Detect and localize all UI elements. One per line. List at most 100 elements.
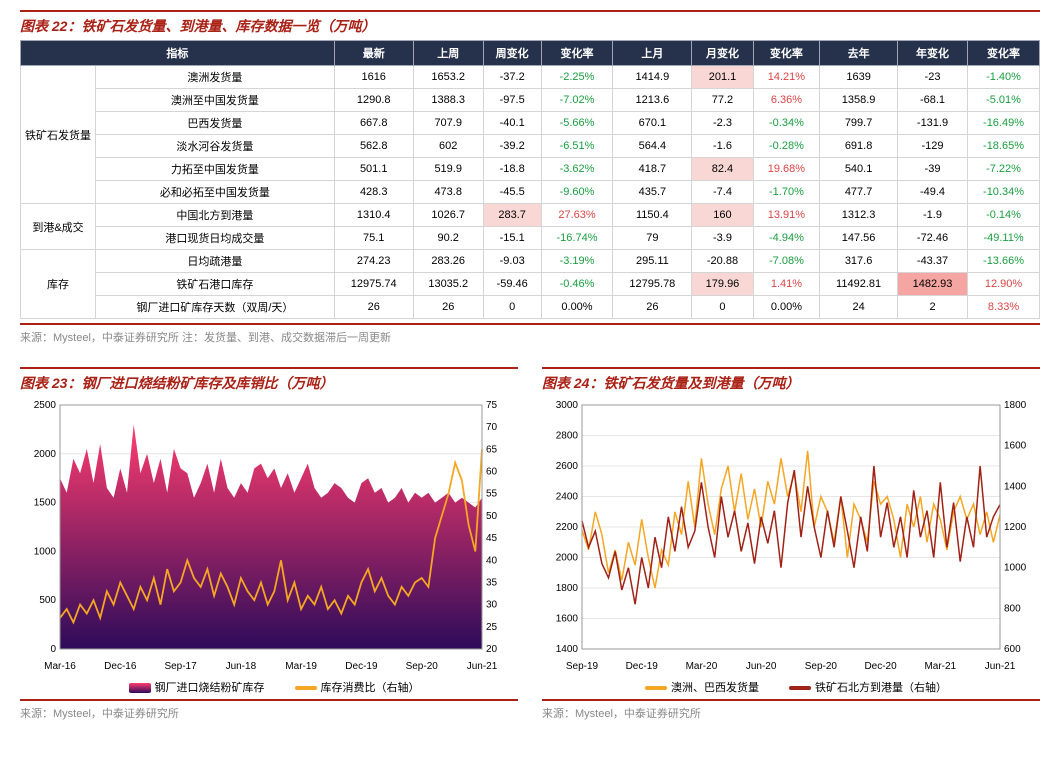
- indicator-cell: 澳洲至中国发货量: [96, 89, 335, 112]
- legend-swatch: [129, 683, 151, 693]
- value-cell: -131.9: [897, 112, 967, 135]
- svg-text:Dec-19: Dec-19: [345, 661, 378, 672]
- value-cell: -3.9: [692, 227, 753, 250]
- svg-text:1200: 1200: [1004, 522, 1027, 533]
- svg-text:40: 40: [486, 555, 498, 566]
- col-header: 变化率: [753, 41, 820, 66]
- row-group: 到港&成交: [21, 204, 96, 250]
- svg-text:Jun-21: Jun-21: [467, 661, 498, 672]
- svg-text:2800: 2800: [556, 431, 579, 442]
- value-cell: 691.8: [820, 135, 898, 158]
- value-cell: -16.49%: [968, 112, 1040, 135]
- value-cell: 667.8: [334, 112, 413, 135]
- value-cell: 1388.3: [413, 89, 483, 112]
- value-cell: 0: [483, 296, 541, 319]
- svg-text:Dec-20: Dec-20: [864, 661, 897, 672]
- svg-text:2200: 2200: [556, 522, 579, 533]
- svg-text:2600: 2600: [556, 461, 579, 472]
- legend-item: 钢厂进口烧结粉矿库存: [119, 682, 265, 694]
- value-cell: 501.1: [334, 158, 413, 181]
- svg-text:30: 30: [486, 600, 498, 611]
- col-header: 变化率: [968, 41, 1040, 66]
- value-cell: 26: [613, 296, 692, 319]
- svg-text:1000: 1000: [1004, 563, 1027, 574]
- value-cell: -39.2: [483, 135, 541, 158]
- value-cell: -45.5: [483, 181, 541, 204]
- table-title: 图表 22：铁矿石发货量、到港量、库存数据一览（万吨）: [20, 10, 1040, 38]
- value-cell: 602: [413, 135, 483, 158]
- chart23-source: 来源：Mysteel，中泰证券研究所: [20, 699, 518, 721]
- table-panel: 图表 22：铁矿石发货量、到港量、库存数据一览（万吨） 指标最新上周周变化变化率…: [20, 10, 1040, 345]
- value-cell: -40.1: [483, 112, 541, 135]
- indicator-cell: 铁矿石港口库存: [96, 273, 335, 296]
- chart23-title: 图表 23：钢厂进口烧结粉矿库存及库销比（万吨）: [20, 367, 518, 395]
- svg-text:1600: 1600: [556, 614, 579, 625]
- value-cell: -1.40%: [968, 66, 1040, 89]
- col-header: 指标: [21, 41, 335, 66]
- value-cell: 0: [692, 296, 753, 319]
- value-cell: 1482.93: [897, 273, 967, 296]
- value-cell: 1310.4: [334, 204, 413, 227]
- svg-text:2000: 2000: [34, 449, 57, 460]
- value-cell: 75.1: [334, 227, 413, 250]
- col-header: 年变化: [897, 41, 967, 66]
- value-cell: -129: [897, 135, 967, 158]
- value-cell: -49.4: [897, 181, 967, 204]
- value-cell: 1290.8: [334, 89, 413, 112]
- value-cell: -23: [897, 66, 967, 89]
- legend-swatch: [789, 686, 811, 690]
- chart23-legend: 钢厂进口烧结粉矿库存库存消费比（右轴）: [20, 679, 518, 695]
- svg-text:3000: 3000: [556, 400, 579, 411]
- value-cell: 1358.9: [820, 89, 898, 112]
- svg-text:65: 65: [486, 444, 498, 455]
- svg-text:Sep-19: Sep-19: [566, 661, 599, 672]
- value-cell: 19.68%: [753, 158, 820, 181]
- value-cell: 274.23: [334, 250, 413, 273]
- svg-text:Dec-16: Dec-16: [104, 661, 137, 672]
- svg-text:Jun-20: Jun-20: [746, 661, 777, 672]
- chart23-panel: 图表 23：钢厂进口烧结粉矿库存及库销比（万吨） 050010001500200…: [20, 367, 518, 721]
- value-cell: 670.1: [613, 112, 692, 135]
- svg-text:Jun-21: Jun-21: [985, 661, 1016, 672]
- svg-text:2400: 2400: [556, 492, 579, 503]
- value-cell: 12975.74: [334, 273, 413, 296]
- value-cell: -13.66%: [968, 250, 1040, 273]
- table-row: 钢厂进口矿库存天数（双周/天）262600.00%2600.00%2428.33…: [21, 296, 1040, 319]
- value-cell: -49.11%: [968, 227, 1040, 250]
- value-cell: -0.14%: [968, 204, 1040, 227]
- value-cell: -59.46: [483, 273, 541, 296]
- svg-text:Sep-20: Sep-20: [805, 661, 838, 672]
- col-header: 周变化: [483, 41, 541, 66]
- value-cell: -9.03: [483, 250, 541, 273]
- indicator-cell: 钢厂进口矿库存天数（双周/天）: [96, 296, 335, 319]
- value-cell: -2.3: [692, 112, 753, 135]
- value-cell: 418.7: [613, 158, 692, 181]
- value-cell: 13035.2: [413, 273, 483, 296]
- col-header: 去年: [820, 41, 898, 66]
- svg-text:1400: 1400: [1004, 481, 1027, 492]
- value-cell: -72.46: [897, 227, 967, 250]
- svg-text:2000: 2000: [556, 553, 579, 564]
- svg-text:Mar-21: Mar-21: [924, 661, 956, 672]
- value-cell: 90.2: [413, 227, 483, 250]
- svg-text:25: 25: [486, 622, 498, 633]
- value-cell: 799.7: [820, 112, 898, 135]
- svg-text:45: 45: [486, 533, 498, 544]
- value-cell: -0.46%: [541, 273, 613, 296]
- value-cell: -15.1: [483, 227, 541, 250]
- value-cell: 473.8: [413, 181, 483, 204]
- svg-text:60: 60: [486, 467, 498, 478]
- value-cell: 1213.6: [613, 89, 692, 112]
- value-cell: -18.65%: [968, 135, 1040, 158]
- value-cell: 201.1: [692, 66, 753, 89]
- svg-text:500: 500: [39, 595, 56, 606]
- value-cell: 283.7: [483, 204, 541, 227]
- col-header: 最新: [334, 41, 413, 66]
- indicator-cell: 必和必拓至中国发货量: [96, 181, 335, 204]
- value-cell: -7.4: [692, 181, 753, 204]
- svg-text:Dec-19: Dec-19: [626, 661, 659, 672]
- table-row: 必和必拓至中国发货量428.3473.8-45.5-9.60%435.7-7.4…: [21, 181, 1040, 204]
- indicator-cell: 日均疏港量: [96, 250, 335, 273]
- indicator-cell: 淡水河谷发货量: [96, 135, 335, 158]
- legend-swatch: [295, 686, 317, 690]
